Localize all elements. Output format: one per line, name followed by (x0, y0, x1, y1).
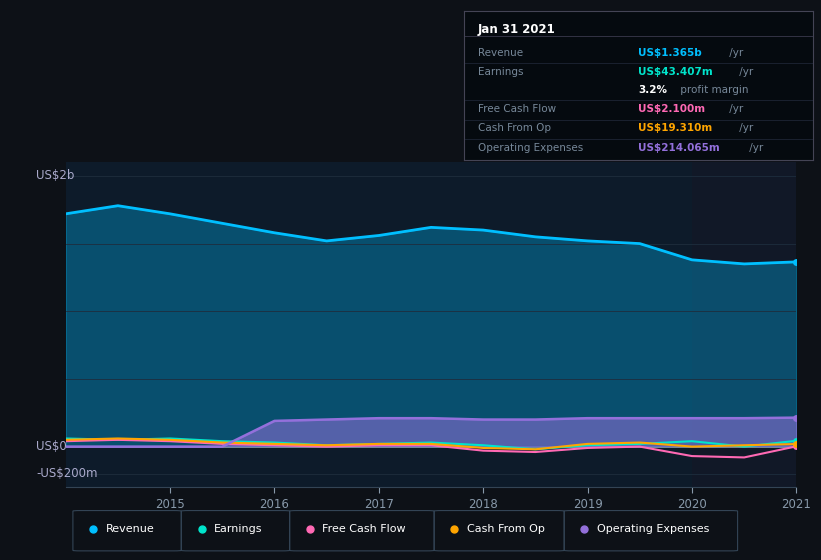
Bar (692, 162, 796, 487)
Text: profit margin: profit margin (677, 85, 749, 95)
Text: /yr: /yr (736, 67, 754, 77)
Text: US$43.407m: US$43.407m (639, 67, 713, 77)
Text: US$19.310m: US$19.310m (639, 123, 713, 133)
Text: Cash From Op: Cash From Op (478, 123, 551, 133)
Text: US$2.100m: US$2.100m (639, 104, 705, 114)
Text: US$0: US$0 (36, 440, 67, 453)
Text: -US$200m: -US$200m (36, 467, 98, 480)
Text: Earnings: Earnings (478, 67, 523, 77)
Text: Operating Expenses: Operating Expenses (597, 524, 709, 534)
Text: Earnings: Earnings (213, 524, 262, 534)
Text: Revenue: Revenue (478, 48, 523, 58)
Text: US$2b: US$2b (36, 170, 75, 183)
Text: Operating Expenses: Operating Expenses (478, 143, 583, 153)
Text: 3.2%: 3.2% (639, 85, 667, 95)
Text: /yr: /yr (727, 104, 744, 114)
Text: Free Cash Flow: Free Cash Flow (322, 524, 406, 534)
Text: Cash From Op: Cash From Op (466, 524, 544, 534)
Text: /yr: /yr (727, 48, 744, 58)
Text: Jan 31 2021: Jan 31 2021 (478, 23, 556, 36)
Text: US$214.065m: US$214.065m (639, 143, 720, 153)
Text: US$1.365b: US$1.365b (639, 48, 702, 58)
Text: /yr: /yr (736, 123, 754, 133)
Text: Free Cash Flow: Free Cash Flow (478, 104, 556, 114)
Text: /yr: /yr (745, 143, 763, 153)
Text: Revenue: Revenue (105, 524, 154, 534)
